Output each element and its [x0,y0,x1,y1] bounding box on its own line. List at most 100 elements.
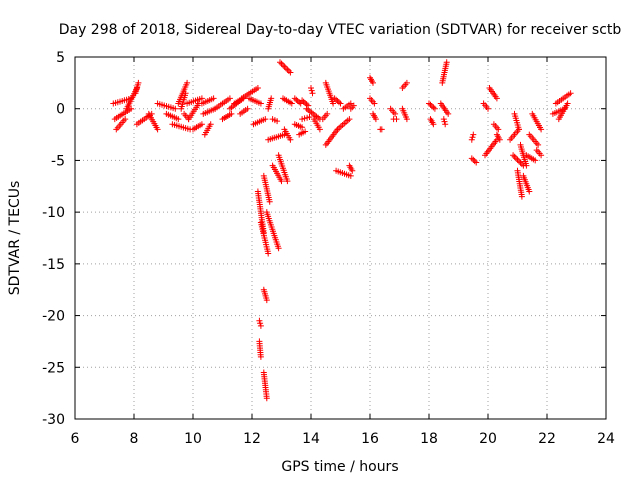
data-point-marker [324,110,331,117]
data-point-marker [207,121,214,128]
data-point-marker [299,124,306,131]
x-tick-label: 14 [302,431,320,447]
data-point-marker [172,105,179,112]
data-point-marker [154,126,161,133]
y-tick-label: -30 [42,412,65,428]
data-point-marker [403,79,410,86]
data-point-marker [495,126,502,133]
data-point-marker [431,105,438,112]
data-point-marker [266,198,273,205]
data-point-marker [349,167,356,174]
data-point-marker [473,159,480,166]
data-point-marker [470,131,477,138]
data-point-marker [523,162,530,169]
data-point-marker [254,85,261,91]
x-tick-label: 18 [420,431,438,447]
data-point-marker [372,116,379,123]
data-point-marker [257,322,264,329]
data-point-marker [244,105,251,112]
data-point-marker [281,63,288,70]
x-tick-label: 10 [184,431,202,447]
data-point-marker [306,114,313,120]
data-point-marker [302,128,309,135]
data-point-marker [496,136,503,143]
data-point-marker [284,178,291,185]
y-tick-label: -25 [42,360,65,376]
data-point-marker [210,95,217,102]
data-point-marker [442,121,449,128]
y-tick-label: 0 [56,102,65,118]
data-point-marker [256,317,263,324]
axis-ticks: 6 8 10 12 14 16 18 20 22 24 5 0 -5 -10 -15 -20 -25 -30 [42,50,615,447]
data-point-marker [516,158,522,165]
data-point-marker [293,96,300,103]
data-point-marker [288,100,295,107]
data-point-marker [514,156,521,163]
x-tick-label: 6 [71,431,80,447]
data-point-marker [392,110,399,117]
y-tick-label: -20 [42,309,65,325]
data-point-marker [403,116,410,123]
data-point-marker [182,90,189,97]
data-point-marker [287,69,294,76]
data-point-marker [516,126,522,133]
chart-title: Day 298 of 2018, Sidereal Day-to-day VTE… [59,22,622,38]
x-tick-label: 12 [243,431,261,447]
data-point-marker [517,159,524,166]
data-point-marker [468,155,475,162]
x-tick-label: 24 [597,431,615,447]
x-tick-label: 20 [479,431,497,447]
data-point-marker [262,116,269,123]
data-point-marker [441,118,448,125]
data-point-marker [443,59,450,66]
data-point-marker [427,101,434,108]
data-point-marker [393,116,400,123]
data-point-marker [316,126,323,133]
data-point-marker [538,152,545,159]
data-point-marker [532,157,539,164]
data-point-marker [309,90,316,97]
x-tick-label: 22 [538,431,556,447]
data-point-marker [346,116,353,123]
data-point-marker [378,126,385,133]
data-point-marker [469,134,476,141]
data-point-marker [510,152,517,159]
y-tick-label: -5 [51,153,65,169]
data-point-marker [535,141,542,148]
data-point-marker [284,66,291,73]
data-point-marker [122,116,129,123]
data-point-marker [257,100,264,107]
data-point-marker [526,188,533,195]
x-tick-label: 8 [130,431,139,447]
y-tick-label: -10 [42,205,65,221]
data-point-marker [274,118,281,125]
data-point-marker [263,297,270,304]
data-point-marker [263,395,270,402]
data-point-marker [135,79,142,86]
data-point-marker [257,353,264,360]
data-point-marker [198,121,205,128]
data-point-marker [347,172,354,179]
data-point-marker [445,110,452,117]
data-point-marker [370,79,376,86]
data-point-marker [470,156,477,163]
data-point-marker [257,320,264,327]
data-point-marker [287,136,294,143]
data-point-marker [485,105,491,112]
data-point-marker [275,245,282,252]
data-point-marker [371,100,378,107]
data-point-marker [285,68,292,74]
data-point-marker [308,87,315,94]
data-point-marker [278,178,285,185]
data-markers [110,59,574,402]
data-point-marker [518,193,525,200]
data-point-marker [330,100,337,107]
data-point-marker [280,62,286,69]
data-point-marker [430,121,437,128]
y-axis-label: SDTVAR / TECUs [7,181,23,296]
data-point-marker [567,90,574,97]
data-point-marker [277,59,283,66]
data-point-marker [511,153,518,160]
data-point-marker [282,65,289,72]
